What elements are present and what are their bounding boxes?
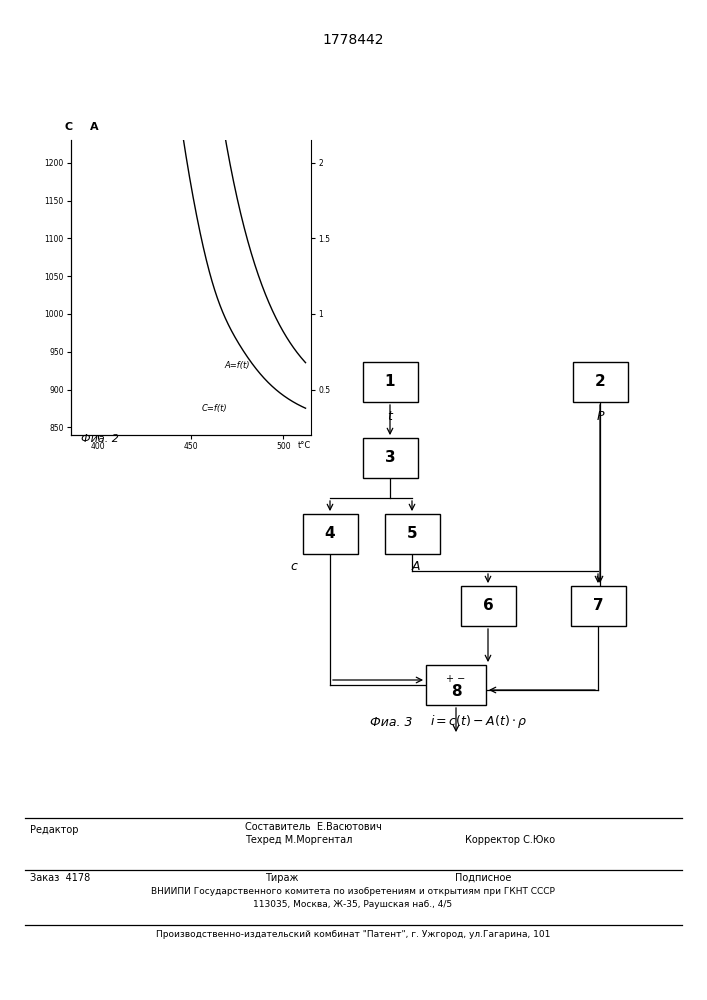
Text: Подписное: Подписное xyxy=(455,873,511,883)
Text: c: c xyxy=(291,560,298,573)
Bar xyxy=(460,586,515,626)
Text: P: P xyxy=(596,410,604,423)
Bar xyxy=(426,665,486,705)
Text: Тираж: Тираж xyxy=(265,873,298,883)
Text: 113035, Москва, Ж-35, Раушская наб., 4/5: 113035, Москва, Ж-35, Раушская наб., 4/5 xyxy=(253,900,452,909)
Text: Техред М.Моргентал: Техред М.Моргентал xyxy=(245,835,352,845)
Bar xyxy=(363,362,418,402)
Text: Корректор С.Юко: Корректор С.Юко xyxy=(465,835,555,845)
Text: Составитель  Е.Васютович: Составитель Е.Васютович xyxy=(245,822,382,832)
Text: Заказ  4178: Заказ 4178 xyxy=(30,873,90,883)
Bar xyxy=(303,514,358,554)
Text: Фиа. 2: Фиа. 2 xyxy=(81,434,119,444)
Text: A: A xyxy=(412,560,421,573)
Bar xyxy=(363,438,418,478)
Text: Редактор: Редактор xyxy=(30,825,78,835)
Text: A: A xyxy=(90,122,99,132)
Text: 4: 4 xyxy=(325,526,335,542)
Text: Фиа. 3: Фиа. 3 xyxy=(370,716,412,728)
Text: 1778442: 1778442 xyxy=(322,33,384,47)
Text: A=f(t): A=f(t) xyxy=(224,361,250,370)
Bar xyxy=(385,514,440,554)
Text: t°C: t°C xyxy=(298,441,311,450)
Text: 7: 7 xyxy=(592,598,603,613)
Text: C=f(t): C=f(t) xyxy=(202,404,228,413)
Text: 5: 5 xyxy=(407,526,417,542)
Text: 6: 6 xyxy=(483,598,493,613)
Text: $i = c(t) - A(t) \cdot \rho$: $i = c(t) - A(t) \cdot \rho$ xyxy=(430,714,527,730)
Text: 1: 1 xyxy=(385,374,395,389)
Text: 3: 3 xyxy=(385,450,395,466)
Bar xyxy=(571,586,626,626)
Text: t: t xyxy=(387,410,392,423)
Text: C: C xyxy=(65,122,73,132)
Text: ВНИИПИ Государственного комитета по изобретениям и открытиям при ГКНТ СССР: ВНИИПИ Государственного комитета по изоб… xyxy=(151,887,555,896)
Text: 8: 8 xyxy=(450,684,461,698)
Text: 2: 2 xyxy=(595,374,605,389)
Bar xyxy=(573,362,628,402)
Text: Производственно-издательский комбинат "Патент", г. Ужгород, ул.Гагарина, 101: Производственно-издательский комбинат "П… xyxy=(156,930,550,939)
Text: + −: + − xyxy=(446,674,466,684)
